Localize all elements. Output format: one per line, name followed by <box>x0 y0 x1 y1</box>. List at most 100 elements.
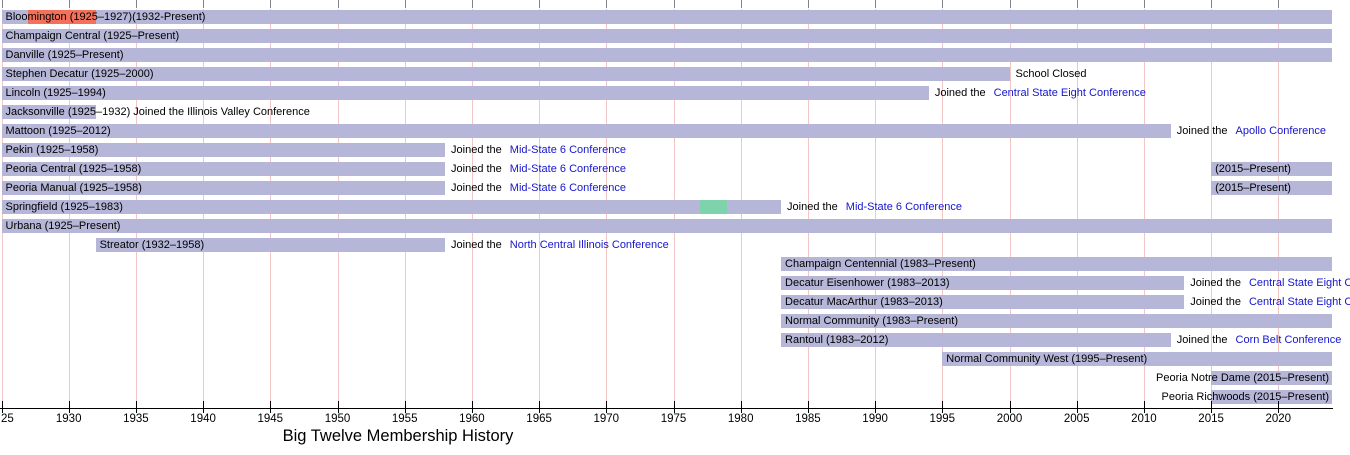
bar-label-urbana: Urbana (1925–Present) <box>5 220 121 232</box>
gridline-1995 <box>942 9 944 408</box>
bar-label-danville: Danville (1925–Present) <box>5 49 124 61</box>
x-axis-label-1925: 25 <box>1 413 14 425</box>
top-tick-2000 <box>1009 0 1011 8</box>
bar-danville-seg0 <box>1 48 1333 62</box>
x-axis-label-2015: 2015 <box>1198 413 1224 425</box>
annotation-mattoon: Joined the Apollo Conference <box>1177 124 1326 138</box>
bar-peoria-central-seg0 <box>1 162 446 176</box>
bar-springfield-seg2 <box>727 200 781 214</box>
bar-label-rantoul: Rantoul (1983–2012) <box>785 334 889 346</box>
bar-peoria-manual-seg0 <box>1 181 446 195</box>
top-tick-1945 <box>270 0 272 8</box>
bar-decatur-eisenhower-seg0 <box>781 276 1185 290</box>
conference-link[interactable]: Central State Eight Conference <box>993 87 1146 99</box>
conference-link[interactable]: Mid-State 6 Conference <box>509 182 626 194</box>
x-axis-line <box>0 408 1333 410</box>
bar-lincoln-seg0 <box>1 86 929 100</box>
x-axis-tick-1990 <box>875 401 877 413</box>
annotation-pekin: Joined the Mid-State 6 Conference <box>451 143 626 157</box>
top-tick-2010 <box>1143 0 1145 8</box>
bar-springfield-seg1 <box>700 200 728 214</box>
bar-bloomington-seg0 <box>1 10 29 24</box>
x-axis-label-1985: 1985 <box>795 413 821 425</box>
top-tick-1995 <box>942 0 944 8</box>
top-tick-1935 <box>135 0 137 8</box>
x-axis-label-2000: 2000 <box>996 413 1023 425</box>
bar-label-champaign-centennial: Champaign Centennial (1983–Present) <box>785 258 976 270</box>
x-axis-label-1940: 1940 <box>190 413 216 425</box>
x-axis-tick-1980 <box>740 401 742 413</box>
top-tick-1930 <box>68 0 70 8</box>
bar-bloomington-seg2 <box>95 10 1333 24</box>
x-axis-tick-1970 <box>606 401 608 413</box>
bar-urbana-seg0 <box>1 219 1333 233</box>
annotation-peoria-manual: Joined the Mid-State 6 Conference <box>451 181 626 195</box>
x-axis-tick-1985 <box>807 401 809 413</box>
bar-mattoon-seg0 <box>1 124 1171 138</box>
top-tick-1965 <box>539 0 541 8</box>
top-tick-1980 <box>740 0 742 8</box>
gridline-2020 <box>1278 9 1280 408</box>
bar-label-normal-community-west: Normal Community West (1995–Present) <box>946 353 1148 365</box>
x-axis-label-1975: 1975 <box>660 413 687 425</box>
bar-label-normal-community: Normal Community (1983–Present) <box>785 315 959 327</box>
annotation-text: Joined the <box>787 201 838 213</box>
x-axis-label-2020: 2020 <box>1265 413 1292 425</box>
bar-label-peoria-notre-dame: Peoria Notre Dame (2015–Present) <box>1156 372 1330 384</box>
x-axis-label-1960: 1960 <box>459 413 485 425</box>
top-tick-1990 <box>875 0 877 8</box>
x-axis-tick-1940 <box>203 401 205 413</box>
conference-link[interactable]: Mid-State 6 Conference <box>509 163 626 175</box>
x-axis-tick-1925 <box>1 401 3 413</box>
annotation-streator: Joined the North Central Illinois Confere… <box>451 238 669 252</box>
x-axis-tick-1975 <box>673 401 675 413</box>
bar-rantoul-seg0 <box>781 333 1171 347</box>
conference-link[interactable]: Central State Eight Conference <box>1248 277 1350 289</box>
x-axis-label-1945: 1945 <box>257 413 284 425</box>
conference-link[interactable]: Corn Belt Conference <box>1235 334 1342 346</box>
bar-springfield-seg0 <box>1 200 701 214</box>
annotation-decatur-macarthur: Joined the Central State Eight Conference <box>1190 295 1350 309</box>
x-axis-tick-1935 <box>135 401 137 413</box>
bar-peoria-richwoods-seg0 <box>1211 390 1333 404</box>
x-axis-tick-2000 <box>1009 401 1011 413</box>
annotation-springfield: Joined the Mid-State 6 Conference <box>787 200 962 214</box>
bar-peoria-notre-dame-seg0 <box>1211 371 1333 385</box>
conference-link[interactable]: North Central Illinois Conference <box>509 239 669 251</box>
top-tick-1950 <box>337 0 339 8</box>
conference-link[interactable]: Mid-State 6 Conference <box>845 201 962 213</box>
bar-label-jacksonville: Jacksonville (1925–1932) Joined the Illi… <box>5 106 310 118</box>
bar-label-decatur-macarthur: Decatur MacArthur (1983–2013) <box>785 296 943 308</box>
annotation-text: Joined the <box>1190 296 1241 308</box>
bar-normal-community-west-seg0 <box>942 352 1333 366</box>
bar-bloomington-seg1 <box>28 10 96 24</box>
x-axis-tick-1945 <box>270 401 272 413</box>
conference-link[interactable]: Mid-State 6 Conference <box>509 144 626 156</box>
bar-label-peoria-central: Peoria Central (1925–1958) <box>5 163 142 175</box>
x-axis-label-1955: 1955 <box>391 413 418 425</box>
conference-link[interactable]: Apollo Conference <box>1235 125 1327 137</box>
top-tick-1955 <box>404 0 406 8</box>
top-tick-2015 <box>1211 0 1213 8</box>
top-tick-1940 <box>203 0 205 8</box>
conference-link[interactable]: Central State Eight Conference <box>1248 296 1350 308</box>
x-axis-label-1930: 1930 <box>55 413 82 425</box>
annotation-lincoln: Joined the Central State Eight Conference <box>935 86 1146 100</box>
x-axis-label-2005: 2005 <box>1063 413 1090 425</box>
annotation-rantoul: Joined the Corn Belt Conference <box>1177 333 1342 347</box>
bar-label-bloomington: Bloomington (1925–1927)(1932-Present) <box>5 11 206 23</box>
x-axis-tick-1930 <box>68 401 70 413</box>
x-axis-tick-1960 <box>471 401 473 413</box>
bar-label-pekin: Pekin (1925–1958) <box>5 144 99 156</box>
annotation-decatur-eisenhower: Joined the Central State Eight Conference <box>1190 276 1350 290</box>
x-axis-tick-2020 <box>1278 401 1280 413</box>
chart-title: Big Twelve Membership History <box>282 427 514 445</box>
bar-label-stephen-decatur: Stephen Decatur (1925–2000) <box>5 68 154 80</box>
x-axis-label-1965: 1965 <box>526 413 552 425</box>
top-tick-1975 <box>673 0 675 8</box>
gridline-2005 <box>1076 9 1078 408</box>
x-axis-label-1950: 1950 <box>324 413 351 425</box>
top-tick-1925 <box>1 0 3 8</box>
bar-label-springfield: Springfield (1925–1983) <box>5 201 123 213</box>
gridline-2010 <box>1143 9 1145 408</box>
